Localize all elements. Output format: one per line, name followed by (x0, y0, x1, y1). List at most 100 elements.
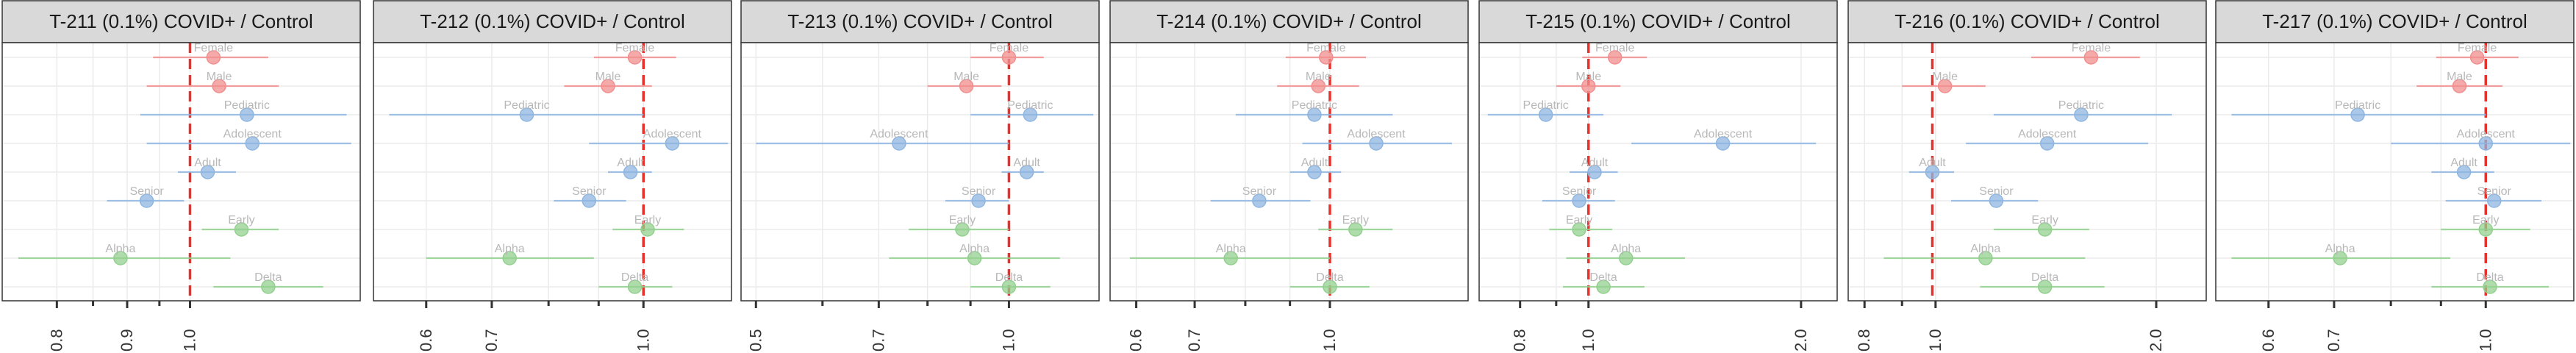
point-label: Alpha (105, 243, 135, 255)
point-label: Adult (1581, 157, 1609, 169)
estimate-point (2333, 251, 2347, 265)
point-label: Adult (1301, 157, 1328, 169)
estimate-point (519, 107, 534, 122)
estimate-point (1989, 193, 2004, 208)
point-label: Adult (2450, 157, 2477, 169)
estimate-point (582, 193, 597, 208)
x-tick-label: 0.8 (1511, 329, 1529, 352)
estimate-point (261, 279, 276, 294)
point-label: Alpha (1216, 243, 1246, 255)
estimate-point (1607, 50, 1622, 65)
point-label: Senior (2477, 185, 2512, 198)
estimate-point (1319, 50, 1334, 65)
point-label: Male (595, 71, 621, 83)
estimate-point (627, 279, 643, 294)
point-label: Early (1566, 214, 1592, 227)
estimate-point (959, 79, 974, 93)
x-tick-label: 1.0 (180, 329, 198, 352)
point-label: Alpha (2325, 243, 2355, 255)
estimate-point (601, 79, 615, 93)
point-label: Male (1932, 71, 1958, 83)
estimate-point (1001, 279, 1017, 294)
estimate-point (2469, 50, 2485, 65)
estimate-point (2483, 279, 2497, 294)
point-label: Senior (1242, 185, 1277, 198)
point-label: Female (1306, 42, 1345, 54)
x-tick-label: 0.7 (1185, 329, 1203, 352)
x-tick-label: 1.0 (634, 329, 652, 352)
facet-panel: T-217 (0.1%) COVID+ / Control Female Male P… (2215, 0, 2575, 352)
estimate-point (2350, 107, 2365, 122)
estimate-point (955, 222, 970, 237)
facet-strip (2215, 0, 2575, 43)
point-label: Male (954, 71, 979, 83)
estimate-point (240, 107, 254, 122)
point-label: Delta (995, 271, 1023, 284)
point-label: Delta (2476, 271, 2503, 284)
estimate-point (1587, 165, 1602, 179)
point-label: Early (634, 214, 661, 227)
point-label: Pediatric (2058, 99, 2104, 112)
estimate-point (1019, 165, 1034, 179)
point-label: Female (1595, 42, 1634, 54)
estimate-point (1581, 79, 1596, 93)
point-label: Adolescent (2018, 128, 2077, 140)
point-label: Alpha (1970, 243, 2000, 255)
estimate-point (1223, 251, 1238, 265)
point-label: Male (1575, 71, 1601, 83)
estimate-point (1538, 107, 1553, 122)
estimate-point (1937, 79, 1953, 93)
point-label: Alpha (1611, 243, 1641, 255)
estimate-point (139, 193, 154, 208)
point-label: Alpha (495, 243, 525, 255)
facet-panel: T-216 (0.1%) COVID+ / Control Female Male P… (1847, 0, 2207, 352)
estimate-point (2074, 107, 2089, 122)
point-label: Early (949, 214, 976, 227)
estimate-point (502, 251, 517, 265)
x-tick-label: 0.5 (746, 329, 765, 352)
estimate-point (212, 79, 226, 93)
estimate-point (2037, 279, 2053, 294)
estimate-point (1572, 222, 1586, 237)
estimate-point (967, 251, 982, 265)
facet-title: T-211 (0.1%) COVID+ / Control (49, 10, 313, 32)
estimate-point (2452, 79, 2467, 93)
estimate-point (206, 50, 221, 65)
facet-strip (740, 0, 1100, 43)
facet-strip (1847, 0, 2207, 43)
x-tick-label: 1.0 (1579, 329, 1598, 352)
facet-strip (1478, 0, 1838, 43)
estimate-point (2478, 222, 2494, 237)
x-tick-label: 1.0 (999, 329, 1017, 352)
point-label: Adolescent (1694, 128, 1753, 140)
point-label: Pediatric (1007, 99, 1053, 112)
estimate-point (113, 251, 128, 265)
point-label: Adolescent (1347, 128, 1406, 140)
panel-border (1, 42, 361, 302)
point-label: Senior (962, 185, 996, 198)
point-label: Adolescent (2457, 128, 2516, 140)
estimate-point (2083, 50, 2099, 65)
point-label: Adolescent (870, 128, 929, 140)
point-label: Female (615, 42, 654, 54)
point-label: Early (1342, 214, 1369, 227)
facet-strip (1, 0, 361, 43)
point-label: Pediatric (224, 99, 270, 112)
facet-panel: T-213 (0.1%) COVID+ / Control Female Male P… (740, 0, 1100, 352)
estimate-point (892, 136, 906, 151)
estimate-point (1311, 79, 1326, 93)
estimate-point (2478, 136, 2494, 151)
point-label: Adult (1013, 157, 1040, 169)
estimate-point (1596, 279, 1611, 294)
estimate-point (2486, 193, 2502, 208)
point-label: Male (1306, 71, 1331, 83)
facet-title: T-213 (0.1%) COVID+ / Control (787, 10, 1053, 32)
estimate-point (1925, 165, 1940, 179)
facet-panel: T-215 (0.1%) COVID+ / Control Female Male P… (1478, 0, 1838, 352)
facet-strip (1109, 0, 1469, 43)
x-tick-label: 0.7 (482, 329, 501, 352)
x-tick-label: 2.0 (1792, 329, 1810, 352)
x-tick-label: 1.0 (1926, 329, 1944, 352)
estimate-point (623, 165, 638, 179)
panel-border (1478, 42, 1838, 302)
